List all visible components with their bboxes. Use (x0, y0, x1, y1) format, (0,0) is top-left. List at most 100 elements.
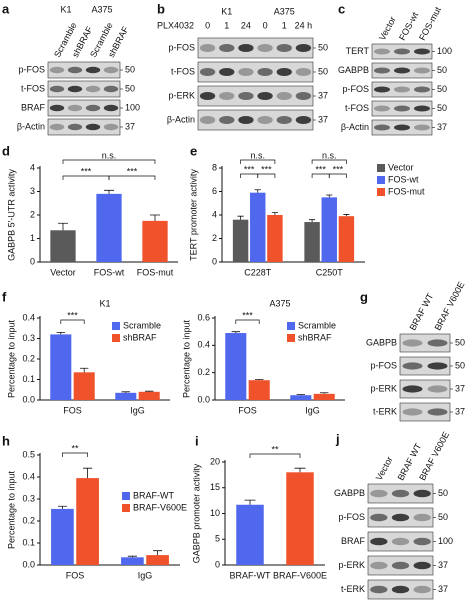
lane-label: 0 (263, 20, 268, 30)
marker-label: 37 (455, 406, 465, 416)
row-label: t-FOS (345, 103, 369, 113)
x-tick-label: FOS-wt (94, 267, 125, 277)
marker-label: 100 (438, 536, 453, 546)
error-bar (343, 214, 350, 217)
band (414, 67, 430, 74)
band (370, 537, 388, 546)
legend-label: Scramble (123, 320, 161, 330)
group-label: K1 (60, 4, 71, 14)
y-axis-label: Percentage to input (6, 470, 16, 549)
lane-label: BRAF WT (408, 291, 436, 332)
y-tick-label: 0.1 (22, 374, 35, 384)
y-tick-label: 0.4 (197, 340, 210, 350)
band (49, 123, 65, 131)
band (199, 44, 216, 52)
significance-bracket (311, 173, 330, 178)
marker-label: 37 (125, 121, 135, 131)
band (295, 44, 312, 52)
bar (50, 334, 72, 400)
lane-label: FOS-mut (417, 5, 443, 42)
error-bar (254, 189, 261, 193)
x-tick-label: FOS (238, 405, 257, 415)
band (374, 86, 390, 93)
marker-label: 37 (437, 122, 447, 132)
legend-label: shBRAF (123, 332, 157, 342)
row-label: β-Actin (167, 114, 195, 124)
band (85, 85, 101, 93)
band (391, 489, 410, 498)
significance-bracket (60, 319, 85, 324)
bar (96, 193, 122, 262)
bar (321, 197, 337, 262)
error-bar (79, 367, 89, 373)
bar (146, 555, 169, 565)
y-tick-label: 0 (30, 256, 35, 266)
band (257, 44, 273, 52)
significance-bracket (108, 175, 156, 180)
y-tick-label: 15 (210, 482, 220, 492)
bar (51, 508, 74, 565)
error-bar (57, 505, 67, 509)
band (374, 124, 390, 131)
significance-bracket (62, 452, 88, 457)
marker-label: 50 (437, 103, 447, 113)
band (67, 104, 83, 112)
error-bar (144, 390, 154, 392)
row-label: p-FOS (342, 84, 369, 94)
band (427, 339, 448, 347)
row-label: p-ERK (338, 560, 365, 570)
lane-label: 1 (224, 20, 229, 30)
bar (76, 478, 99, 565)
band (85, 123, 101, 131)
marker-label: 37 (455, 383, 465, 393)
significance-bracket (257, 173, 276, 178)
band (402, 362, 423, 370)
panel-letter: h (2, 433, 10, 448)
marker-label: 50 (125, 83, 135, 93)
legend-label: BRAF-WT (133, 490, 174, 500)
y-tick-label: 0.0 (22, 394, 35, 404)
row-label: p-ERK (370, 383, 397, 393)
y-tick-label: 0.0 (197, 394, 210, 404)
error-bar (56, 331, 66, 335)
panel-letter: i (195, 433, 199, 448)
row-label: GABPB (334, 488, 365, 498)
panel-letter: j (335, 431, 340, 446)
row-label: p-FOS (338, 512, 365, 522)
bar (225, 333, 247, 400)
legend-label: Scramble (298, 320, 336, 330)
bar (304, 222, 320, 262)
row-label: t-FOS (21, 83, 45, 93)
y-tick-label: 20 (210, 456, 220, 466)
legend-label: Vector (388, 162, 414, 172)
x-tick-label: BRAF-WT (230, 570, 271, 580)
error-bar (296, 394, 306, 396)
row-label: GABPB (338, 65, 369, 75)
band (402, 339, 423, 347)
y-tick-label: 0.2 (22, 515, 35, 525)
y-axis-label: Percentage to input (6, 319, 16, 398)
error-bar (294, 467, 306, 473)
y-axis-label: TERT promoter activity (188, 169, 198, 261)
group-label: A375 (274, 6, 295, 16)
band (391, 513, 410, 522)
marker-label: 37 (438, 584, 448, 594)
bar (338, 216, 355, 262)
y-tick-label: 5 (215, 534, 220, 544)
y-tick-label: 4 (30, 162, 35, 172)
panel-letter: d (2, 143, 10, 158)
band (374, 48, 390, 55)
row-label: TERT (346, 46, 370, 56)
bar (267, 215, 283, 262)
legend-label: shBRAF (298, 332, 332, 342)
band (427, 408, 448, 416)
bar (290, 395, 312, 400)
bar (250, 192, 266, 262)
significance-bracket (240, 159, 276, 164)
y-tick-label: 0.3 (22, 493, 35, 503)
lane-label: 0 (205, 20, 210, 30)
y-axis-label: Percentage to input (181, 319, 191, 398)
y-tick-label: 2 (30, 209, 35, 219)
